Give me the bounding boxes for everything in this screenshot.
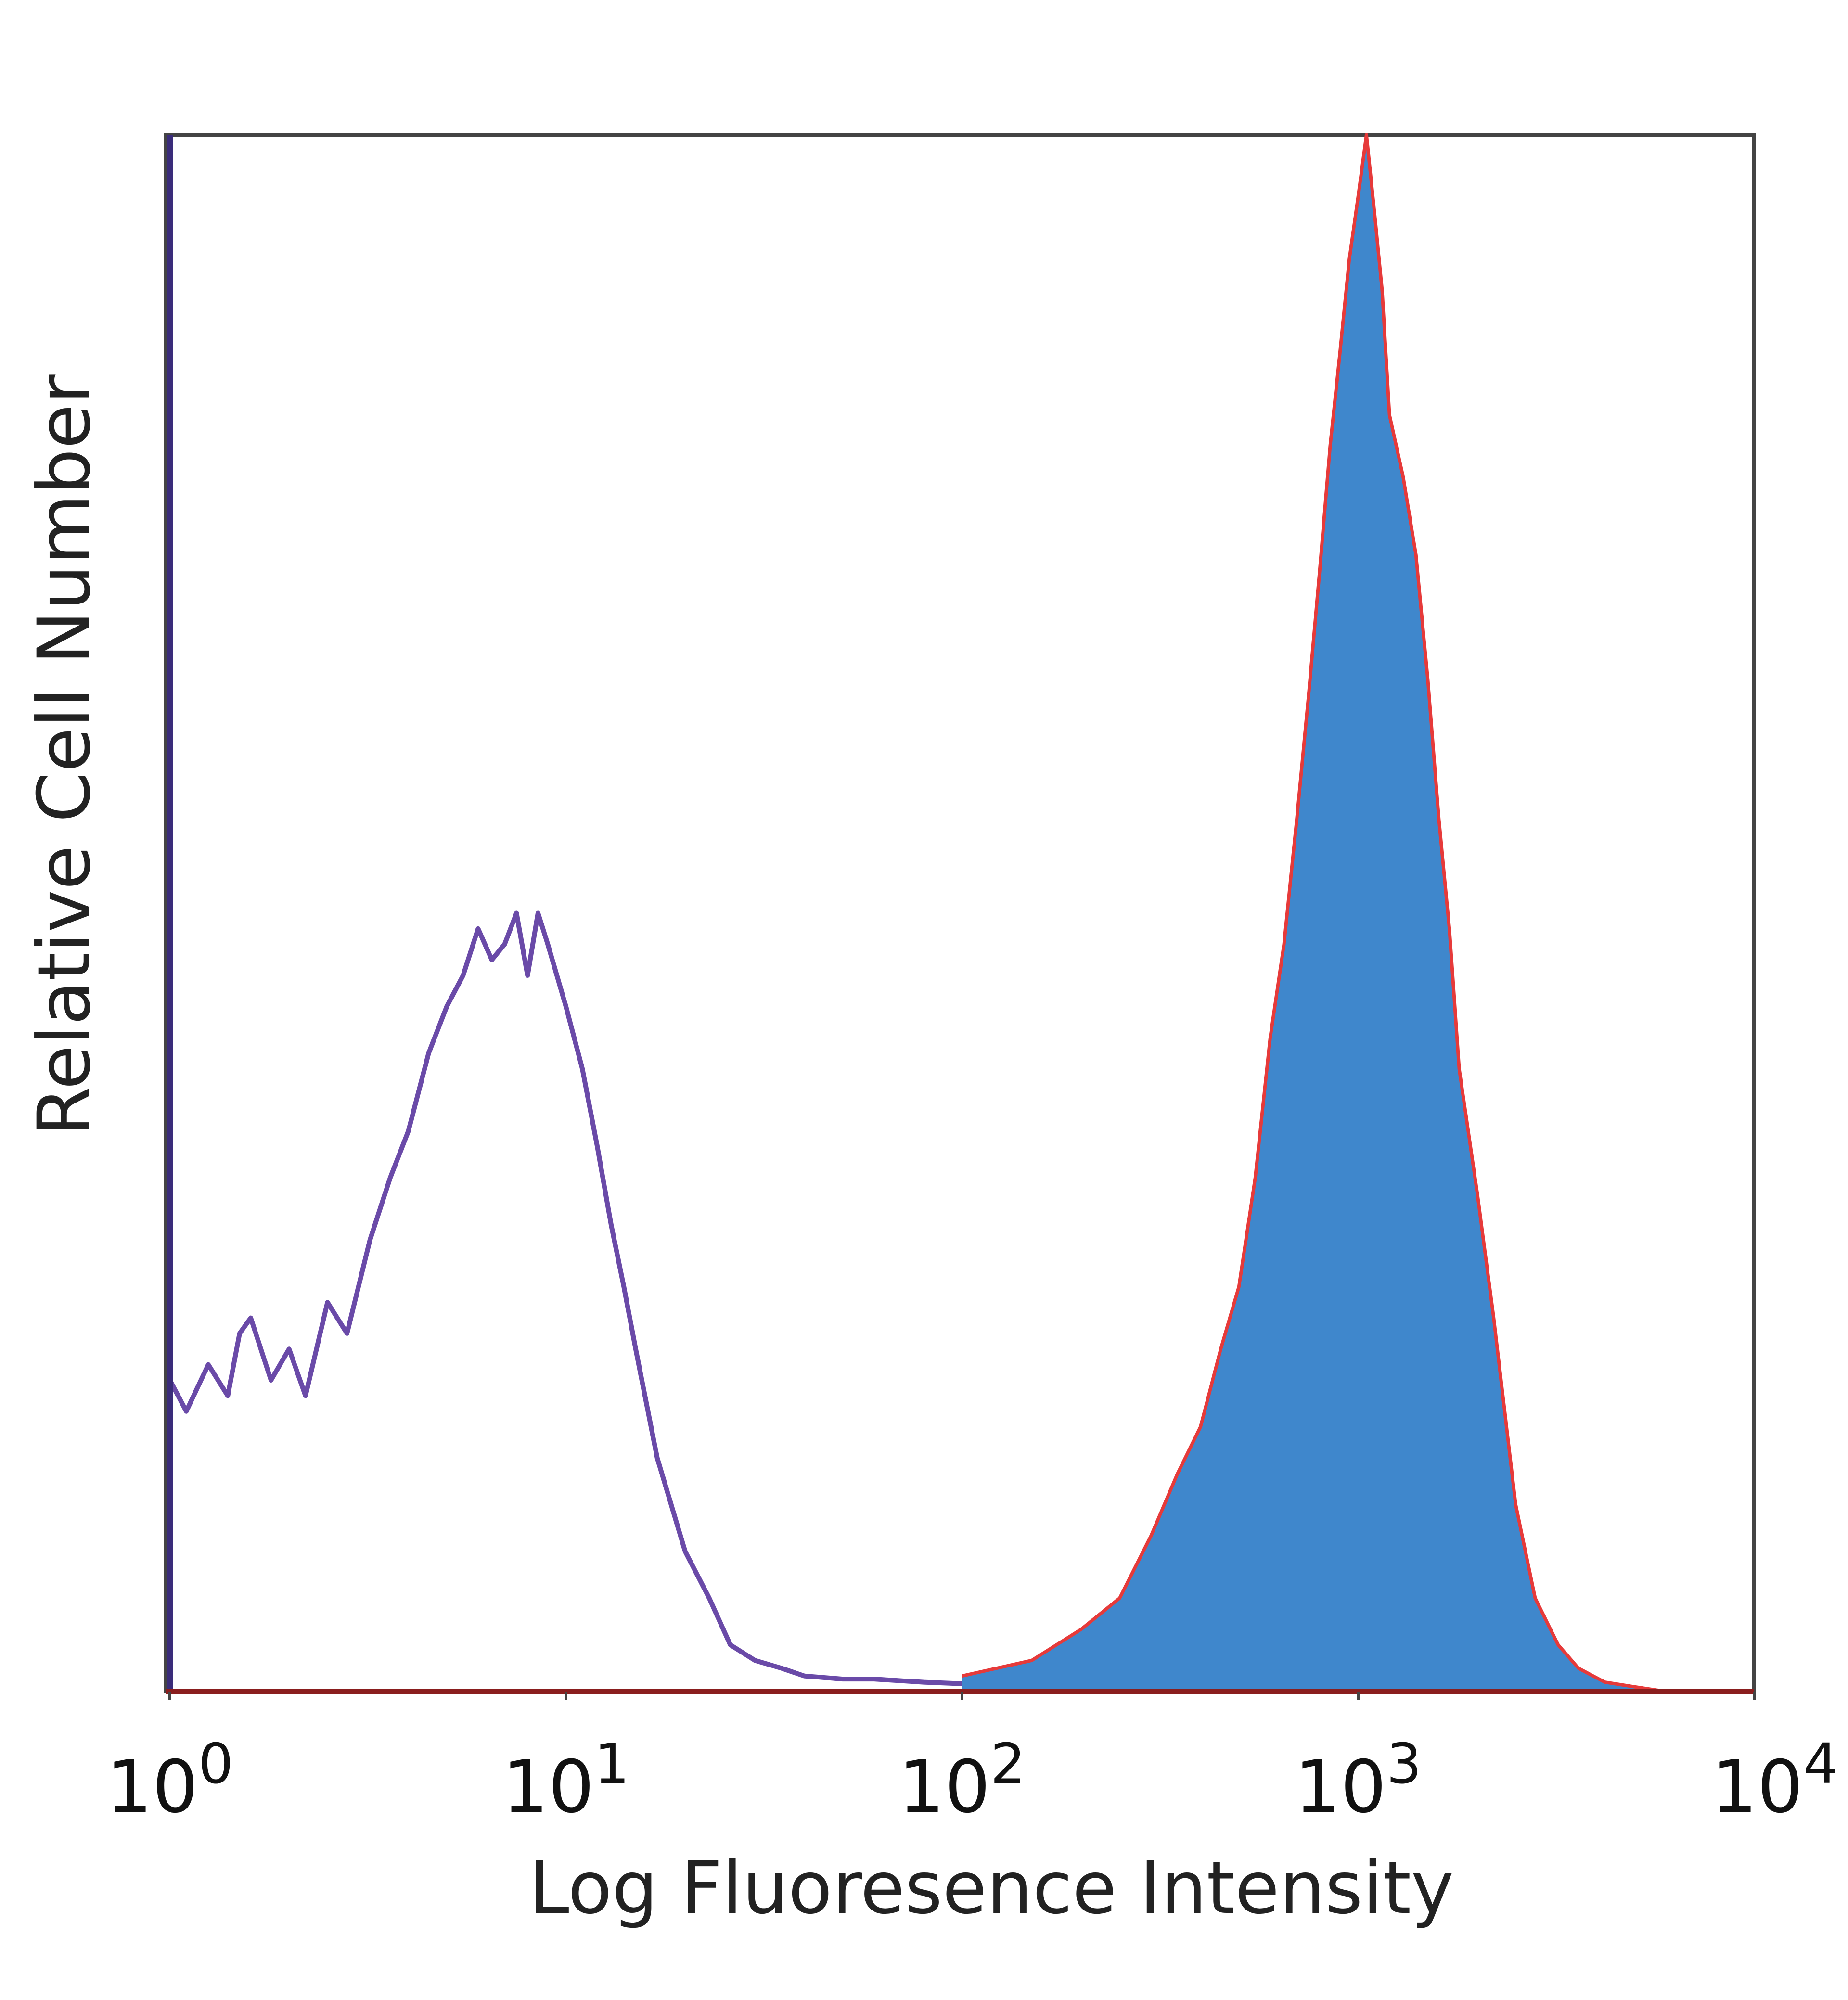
x-tick-label: 102 [898,1732,1026,1829]
plot-frame [164,133,1756,1693]
x-tick-label: 100 [106,1732,233,1829]
y-axis-title: Relative Cell Number [23,374,106,1137]
series-1-edge [962,133,1667,1693]
plot-area [164,133,1756,1693]
axes-layer [166,135,1754,1694]
x-tick-label: 101 [502,1732,629,1829]
x-tick-label: 103 [1295,1732,1422,1829]
x-tick-labels: 100 101 102 103 104 [106,1692,1838,1829]
x-axis-title: Log Fluoresence Intensity [529,1846,1454,1930]
x-tick-label: 104 [1711,1732,1838,1829]
series-0 [167,910,1082,1694]
series-1 [962,133,1667,1693]
series-layer [167,133,1667,1694]
series-0-line [167,910,1082,1694]
